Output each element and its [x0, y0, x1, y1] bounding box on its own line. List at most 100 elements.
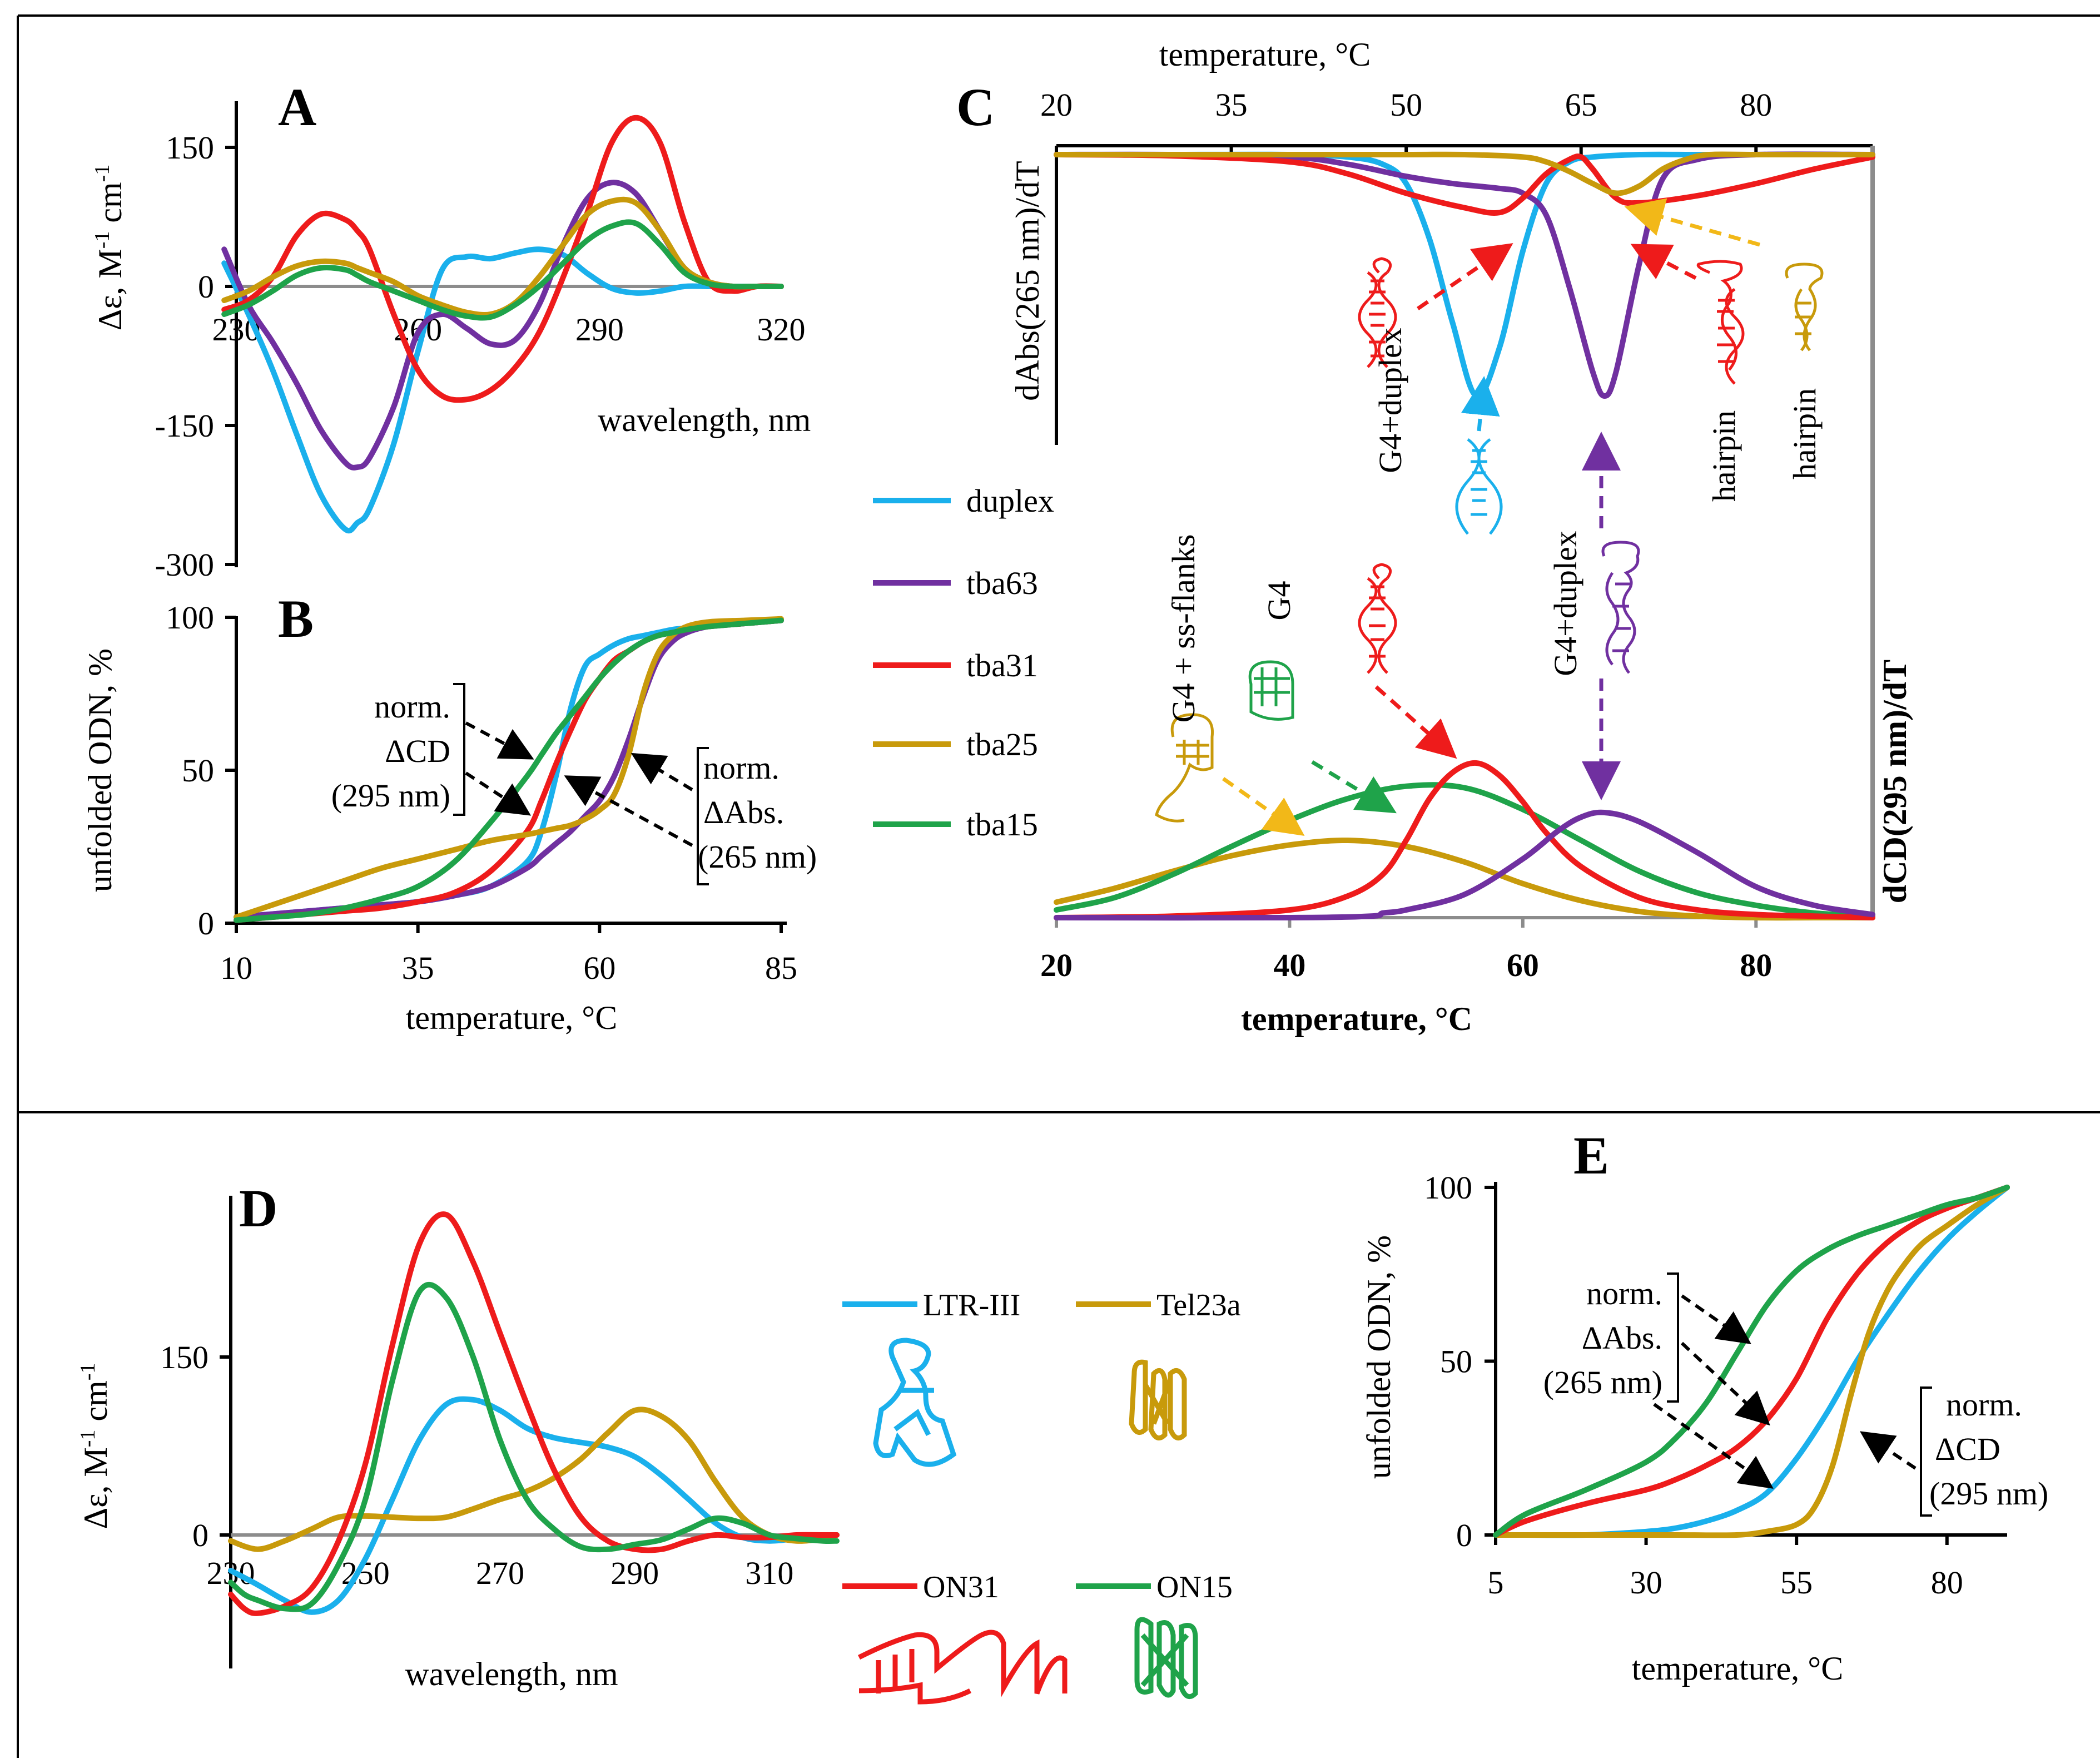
tick-label: 60 — [1507, 947, 1539, 983]
legend-item-LTR-III: LTR-III — [842, 1288, 1020, 1323]
helix-icon — [1248, 660, 1294, 721]
annotation-arrows — [1222, 198, 1760, 836]
y-label-sup: -1 — [76, 1363, 100, 1381]
legend-item-ON15: ON15 — [1076, 1570, 1233, 1605]
legend-label: duplex — [966, 483, 1054, 519]
series-line-tba63 — [234, 617, 784, 920]
legend-item-tba25: tba25 — [873, 726, 1038, 762]
annotation-norm-abs: norm. ΔAbs. (265 nm) — [564, 747, 817, 885]
y-label-sup: -1 — [91, 165, 114, 182]
y-ticks: 100 50 0 — [166, 600, 236, 942]
legend-item-tba15: tba15 — [873, 806, 1038, 843]
tick-label: 290 — [575, 311, 624, 348]
ann-line: (295 nm) — [331, 778, 450, 814]
y-axis-label: Δε, M-1 cm-1 — [91, 165, 128, 331]
top-y-axis-label: dAbs(265 nm)/dT — [1009, 161, 1046, 401]
y-label-mid: cm — [77, 1380, 114, 1429]
g-quadruplex-icon — [873, 1338, 957, 1467]
tick-label: 0 — [198, 905, 214, 942]
series-line-on15 — [1493, 1185, 2010, 1538]
tick-label: 100 — [166, 600, 214, 636]
series-line-on31 — [1493, 1185, 2010, 1538]
y-label-sup: -1 — [76, 1430, 100, 1448]
x-axis-label: temperature, °C — [1632, 1650, 1844, 1687]
legend-label: ON31 — [923, 1570, 999, 1605]
y-axis-label: unfolded ODN, % — [82, 648, 118, 892]
x-axis-label: wavelength, nm — [405, 1656, 618, 1692]
tick-label: 30 — [1630, 1564, 1662, 1601]
legend-label: ON15 — [1156, 1570, 1233, 1605]
x-ticks: 5 30 55 80 — [1488, 1535, 1963, 1601]
tick-label: 290 — [610, 1555, 659, 1591]
legend-label: tba31 — [966, 647, 1038, 684]
plot-lines — [221, 115, 784, 534]
annotation-hairpin-gold: hairpin — [1786, 388, 1823, 479]
ann-line: ΔAbs. — [703, 794, 784, 830]
tick-label: 0 — [1456, 1517, 1472, 1553]
tick-label: 320 — [757, 311, 806, 348]
tick-label: 35 — [1215, 87, 1248, 123]
ann-line: ΔCD — [385, 733, 450, 769]
series-line-tba31 — [1054, 152, 1875, 216]
legend: duplex tba63 tba31 tba25 tba15 — [873, 483, 1054, 843]
tick-label: 80 — [1740, 87, 1772, 123]
series-line-tba63 — [1054, 809, 1875, 921]
legend: LTR-III Tel23a ON31 ON15 — [842, 1288, 1241, 1605]
helix-icon — [1358, 257, 1397, 368]
tick-label: 50 — [1390, 87, 1422, 123]
tick-label: 150 — [166, 130, 214, 166]
series-line-tba15 — [1054, 782, 1875, 919]
tick-label: 80 — [1740, 947, 1772, 983]
right-y-axis-label: dCD(295 nm)/dT — [1876, 660, 1913, 903]
annotation-g4duplex-purple: G4+duplex — [1547, 531, 1583, 676]
ann-line: norm. — [1586, 1275, 1662, 1311]
helix-icon — [1155, 713, 1214, 823]
ann-line: (265 nm) — [698, 839, 817, 875]
annotation-norm-abs: norm. ΔAbs. (265 nm) — [1543, 1272, 1774, 1489]
helix-icon — [1358, 563, 1397, 674]
bottom-ticks: 20 40 60 80 — [1040, 918, 1772, 983]
tick-label: 10 — [220, 950, 252, 986]
legend-item-duplex: duplex — [873, 483, 1054, 519]
panel-letter-b: B — [278, 589, 314, 648]
tick-label: 310 — [745, 1555, 793, 1591]
series-line-tel23a — [1493, 1185, 2010, 1538]
tick-label: 100 — [1424, 1170, 1472, 1206]
cd-derivative-lines — [1054, 760, 1875, 921]
tick-label: 80 — [1931, 1564, 1963, 1601]
ann-line: ΔCD — [1935, 1431, 2000, 1467]
series-line-tba31 — [1054, 760, 1875, 920]
legend-item-tba31: tba31 — [873, 647, 1038, 684]
tick-label: 50 — [182, 752, 214, 789]
y-label-main: Δε, M — [77, 1447, 114, 1529]
top-ticks: 20 35 50 65 80 — [1040, 87, 1772, 156]
ann-line: norm. — [1946, 1386, 2022, 1423]
ann-line: ΔAbs. — [1582, 1320, 1662, 1356]
tick-label: 65 — [1565, 87, 1597, 123]
tick-label: 55 — [1780, 1564, 1813, 1601]
ann-line: (295 nm) — [1929, 1475, 2048, 1512]
tick-label: -150 — [155, 408, 214, 444]
tick-label: 5 — [1488, 1564, 1504, 1601]
series-line-tba31 — [221, 115, 784, 403]
ann-line: norm. — [374, 689, 450, 725]
panel-c: C temperature, °C 20 35 50 65 80 dAbs(265 nm… — [873, 36, 1913, 1037]
x-axis-label: wavelength, nm — [598, 402, 811, 438]
panel-letter-e: E — [1573, 1126, 1609, 1185]
tick-label: 0 — [198, 269, 214, 305]
tick-label: 20 — [1040, 87, 1073, 123]
abs-derivative-lines — [1054, 151, 1875, 399]
annotation-norm-cd: norm. ΔCD (295 nm) — [1860, 1386, 2048, 1517]
legend-label: tba25 — [966, 726, 1038, 762]
legend-label: tba15 — [966, 806, 1038, 843]
tick-label: 20 — [1040, 947, 1073, 983]
y-label-sup: -1 — [91, 231, 114, 249]
plot-lines — [1054, 151, 1875, 921]
top-axis-label: temperature, °C — [1159, 36, 1371, 73]
annotation-g4-ss-flanks: G4 + ss-flanks — [1165, 534, 1202, 723]
y-ticks: 150 0 -150 -300 — [155, 130, 236, 583]
ann-line: (265 nm) — [1543, 1364, 1662, 1400]
